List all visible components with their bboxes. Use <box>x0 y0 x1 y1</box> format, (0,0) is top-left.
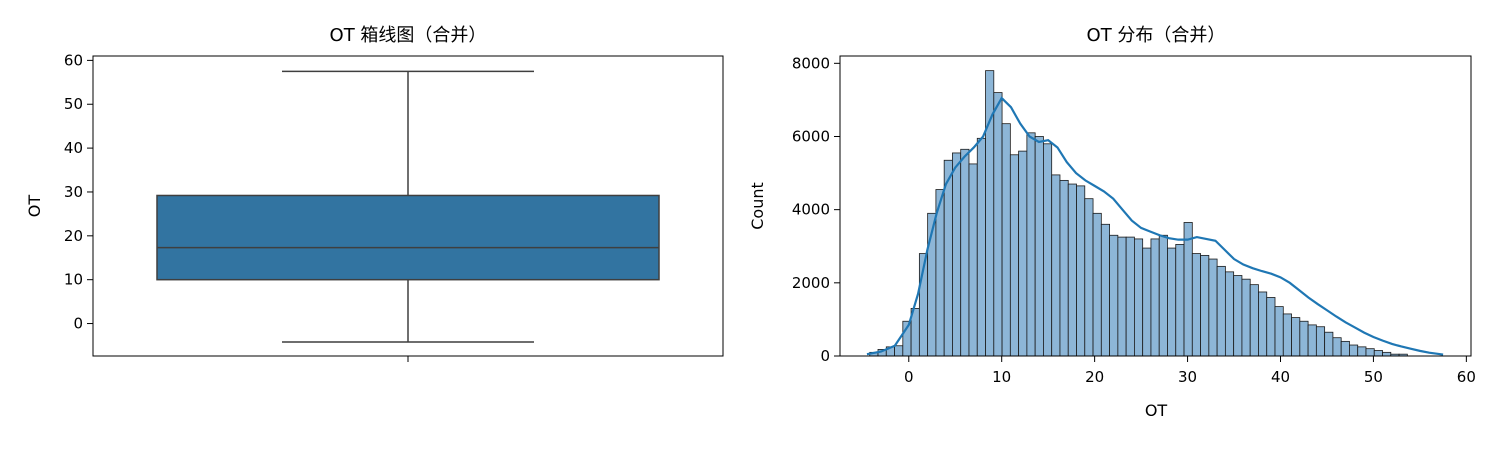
kde-line <box>866 96 1444 356</box>
y-tick-label: 50 <box>64 95 83 113</box>
histogram-bar <box>1365 348 1375 357</box>
histogram-bar <box>1340 340 1350 357</box>
histogram-bar <box>1208 258 1218 357</box>
y-tick-label: 0 <box>73 315 83 333</box>
histogram-bar <box>1224 271 1235 357</box>
histogram-bar <box>943 159 953 357</box>
boxplot-marks <box>156 70 660 343</box>
y-tick-label: 40 <box>64 139 83 157</box>
boxplot-title: OT 箱线图（合并） <box>330 25 487 46</box>
y-tick-label: 30 <box>64 183 83 201</box>
histogram-bar <box>1349 344 1359 357</box>
histogram-bar <box>1043 143 1053 357</box>
histogram-bar <box>1092 212 1102 357</box>
histogram-y-ticks: 0 2000 4000 6000 8000 <box>792 54 840 365</box>
histogram-frame <box>839 55 1472 357</box>
y-tick-label: 6000 <box>792 127 830 145</box>
x-tick-label: 20 <box>1085 368 1104 386</box>
x-tick-label: 40 <box>1271 368 1290 386</box>
histogram-bar <box>1067 183 1077 357</box>
histogram-bar <box>1059 179 1069 357</box>
histogram-bar <box>1191 253 1201 357</box>
histogram-bar <box>1324 331 1334 357</box>
histogram-x-ticks: 0 10 20 30 40 50 60 <box>904 356 1476 386</box>
histogram-y-axis-label: Count <box>748 182 767 230</box>
boxplot-y-ticks: 0 10 20 30 40 50 60 <box>64 51 93 333</box>
histogram-x-axis-label: OT <box>1145 401 1168 420</box>
histogram-bar <box>976 137 986 357</box>
y-tick-label: 20 <box>64 227 83 245</box>
y-tick-label: 8000 <box>792 54 830 72</box>
iqr-box <box>156 194 660 281</box>
x-tick-label: 0 <box>904 368 914 386</box>
histogram-bar <box>1183 222 1193 357</box>
histogram-bar <box>1134 238 1144 357</box>
histogram-bar <box>1142 247 1152 357</box>
histogram-bar <box>1125 236 1135 357</box>
histogram-bar <box>952 152 962 357</box>
histogram-bar <box>1084 198 1094 357</box>
histogram-bar <box>1373 350 1383 357</box>
x-tick-label: 50 <box>1364 368 1383 386</box>
histogram-bar <box>1382 351 1392 357</box>
histogram-bar <box>1282 313 1292 357</box>
histogram-bar <box>1249 284 1259 357</box>
y-tick-label: 0 <box>820 347 830 365</box>
histogram-bar <box>1299 320 1309 357</box>
y-tick-label: 60 <box>64 51 83 69</box>
boxplot-y-axis-label: OT <box>25 195 44 218</box>
histogram-bar <box>1051 174 1061 357</box>
histogram-bar <box>1307 324 1317 357</box>
histogram-bar <box>1009 154 1020 357</box>
histogram-bar <box>1001 123 1011 357</box>
histogram-bar <box>968 163 978 357</box>
histogram-panel: OT 分布（合并） Count OT 0 2000 4000 6000 8000 0 10… <box>748 25 1476 420</box>
y-tick-label: 10 <box>64 271 83 289</box>
y-tick-label: 2000 <box>792 274 830 292</box>
histogram-bar <box>1167 247 1177 357</box>
histogram-title: OT 分布（合并） <box>1087 25 1226 46</box>
histogram-bar <box>1241 278 1251 357</box>
histogram-bar <box>1291 317 1301 357</box>
histogram-bar <box>1175 244 1185 357</box>
histogram-bar <box>1026 132 1036 357</box>
y-tick-label: 4000 <box>792 201 830 219</box>
histogram-bar <box>1332 337 1342 357</box>
histogram-bar <box>1216 265 1226 357</box>
histogram-bar <box>1034 136 1044 357</box>
histogram-bar <box>1018 150 1028 357</box>
histogram-bar <box>1158 234 1168 357</box>
histogram-bar <box>1258 291 1268 357</box>
histogram-bar <box>1150 238 1160 357</box>
histogram-bar <box>1109 234 1119 357</box>
histogram-bar <box>1117 236 1127 357</box>
x-tick-label: 60 <box>1457 368 1476 386</box>
x-tick-label: 30 <box>1178 368 1197 386</box>
x-tick-label: 10 <box>992 368 1011 386</box>
histogram-bar <box>1233 275 1243 357</box>
histogram-bar <box>960 148 970 357</box>
histogram-bar <box>1315 326 1326 357</box>
histogram-bar <box>1266 297 1276 357</box>
histogram-bar <box>1076 185 1086 357</box>
boxplot-panel: OT 箱线图（合并） OT 0 10 20 30 40 50 60 <box>25 25 724 362</box>
histogram-bar <box>993 92 1003 357</box>
histogram-bars <box>869 70 1408 357</box>
histogram-bar <box>1274 306 1284 357</box>
boxplot-frame <box>92 55 724 357</box>
histogram-bar <box>1357 346 1367 357</box>
histogram-bar <box>1100 223 1110 357</box>
histogram-bar <box>894 345 904 357</box>
histogram-bar <box>1200 254 1210 357</box>
